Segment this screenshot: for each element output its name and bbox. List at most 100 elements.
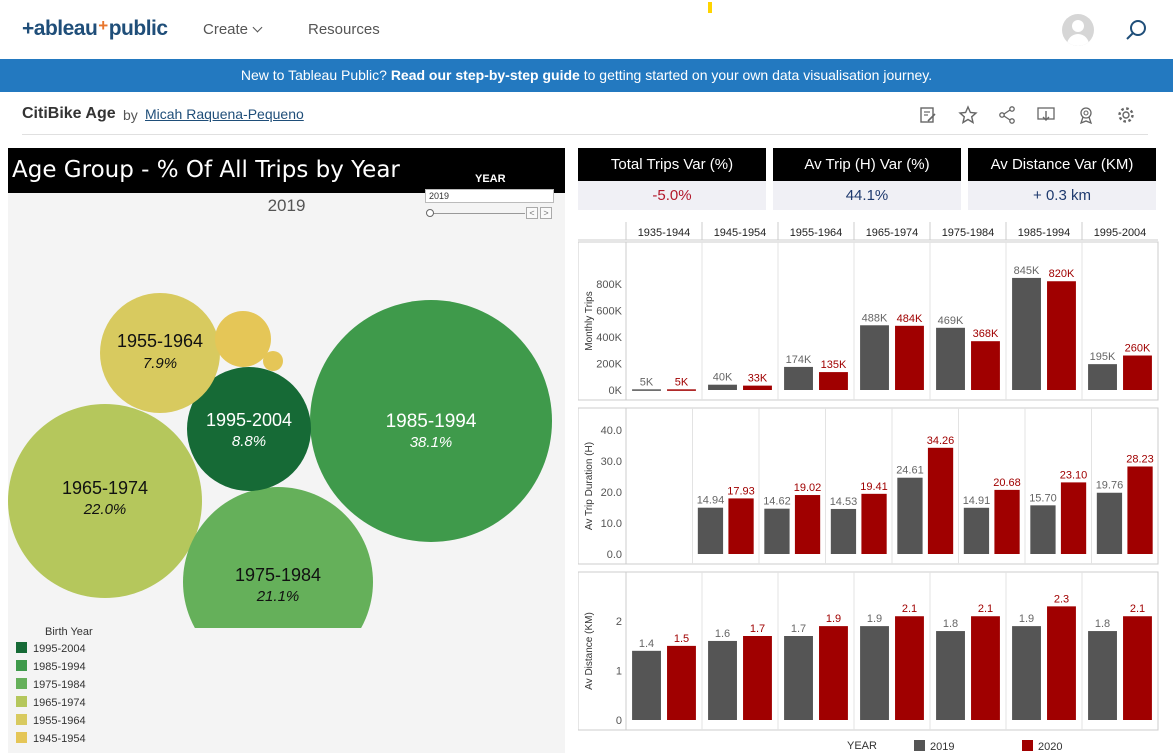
bar-2020	[861, 493, 887, 554]
category-header-label: 1935-1944	[638, 227, 691, 239]
year-legend-item-2020[interactable]: 2020	[1022, 740, 1062, 753]
bubble-1995-2004[interactable]: 1995-2004 8.8%	[187, 367, 311, 491]
bubble-1985-1994[interactable]: 1985-1994 38.1%	[310, 300, 552, 542]
category-header-label: 1955-1964	[790, 227, 843, 239]
bubble-chart-title: Age Group - % Of All Trips by Year	[12, 157, 400, 183]
bubble-1975-1984[interactable]: 1975-1984 21.1%	[183, 487, 373, 628]
settings-gear-icon[interactable]	[1116, 105, 1136, 125]
bar-2019-label: 1.6	[715, 628, 730, 640]
bar-2019-label: 174K	[786, 354, 812, 366]
birth-year-legend-title: Birth Year	[45, 626, 93, 638]
bar-2020-label: 20.68	[993, 477, 1021, 489]
selected-year-heading: 2019	[267, 196, 306, 215]
bar-2020-label: 2.1	[902, 603, 917, 615]
bar-2020-label: 2.3	[1054, 593, 1069, 605]
y-axis-label: Av Distance (KM)	[584, 612, 595, 690]
user-avatar[interactable]	[1062, 14, 1094, 46]
bar-2019	[784, 636, 813, 720]
bar-2019	[708, 640, 737, 720]
kpi-label: Av Trip (H) Var (%)	[773, 148, 961, 181]
bar-2019-label: 1.7	[791, 623, 806, 635]
badge-icon[interactable]	[1076, 105, 1096, 125]
bar-2019-label: 1.9	[1019, 613, 1034, 625]
bar-2020	[1047, 281, 1076, 390]
year-prev-button[interactable]: <	[526, 207, 538, 219]
bubble-1955-1964[interactable]: 1955-1964 7.9%	[100, 293, 220, 413]
bar-2019-label: 14.53	[830, 496, 858, 508]
bar-2019	[936, 631, 965, 720]
nav-create-menu[interactable]: Create	[203, 21, 263, 38]
kpi-label: Total Trips Var (%)	[578, 148, 766, 181]
top-nav: +ableau+public Create Resources	[0, 0, 1173, 59]
bar-2019	[860, 325, 889, 390]
bar-panel: 0.0 10.0 20.0 30.0 40.0 Av Trip Duration (H) 1…	[578, 407, 1159, 565]
bar-2019	[897, 477, 923, 554]
bar-2020-label: 33K	[748, 373, 768, 385]
bar-2020-label: 19.02	[794, 482, 822, 494]
bar-2019-label: 14.91	[963, 495, 991, 507]
legend-label: 1975-1984	[33, 679, 86, 691]
year-slider-handle[interactable]	[426, 209, 434, 217]
bar-2020	[794, 495, 821, 554]
edit-icon[interactable]	[918, 105, 938, 125]
bar-2020-label: 17.93	[727, 485, 755, 497]
kpi-value: + 0.3 km	[968, 181, 1156, 210]
y-tick-label: 800K	[596, 279, 622, 291]
bar-2020	[895, 325, 924, 390]
legend-item[interactable]: 1955-1964	[16, 714, 86, 728]
year-filter-label: YEAR	[475, 173, 506, 185]
year-filter-dropdown[interactable]: 2019	[425, 189, 554, 203]
viz-by-label: by	[123, 107, 138, 123]
year-legend-item-2019[interactable]: 2019	[914, 740, 954, 753]
category-header-label: 1945-1954	[714, 227, 767, 239]
legend-item[interactable]: 1995-2004	[16, 642, 86, 656]
nav-create-label: Create	[203, 21, 249, 38]
bubble-share-label: 21.1%	[256, 588, 300, 605]
bar-2019	[860, 626, 889, 720]
kpi-av-distance-var: Av Distance Var (KM) + 0.3 km	[968, 148, 1156, 210]
kpi-av-trip-var: Av Trip (H) Var (%) 44.1%	[773, 148, 961, 210]
bubble-small-1[interactable]	[215, 311, 271, 367]
viz-author-link[interactable]: Micah Raquena-Pequeno	[145, 106, 304, 122]
bar-2020	[743, 385, 772, 390]
share-icon[interactable]	[997, 105, 1017, 125]
favorite-star-icon[interactable]	[958, 105, 978, 125]
bar-2020	[1127, 466, 1153, 554]
bar-2020	[927, 447, 954, 554]
getting-started-banner: New to Tableau Public? Read our step-by-…	[0, 59, 1173, 92]
category-header-label: 1995-2004	[1094, 227, 1147, 239]
bar-2020-label: 19.41	[860, 481, 888, 493]
y-tick-label: 200K	[596, 358, 622, 370]
bar-2020	[1123, 616, 1152, 720]
bubble-title-bar: Age Group - % Of All Trips by Year YEAR	[8, 148, 565, 193]
search-icon[interactable]	[1124, 18, 1148, 42]
year-next-button[interactable]: >	[540, 207, 552, 219]
legend-item[interactable]: 1985-1994	[16, 660, 86, 674]
bubble-small-2[interactable]	[263, 351, 283, 371]
logo-text-left: +ableau	[22, 17, 98, 40]
y-tick-label: 20.0	[601, 487, 622, 499]
legend-item[interactable]: 1975-1984	[16, 678, 86, 692]
banner-guide-link[interactable]: Read our step-by-step guide	[390, 67, 580, 83]
tableau-public-logo[interactable]: +ableau+public	[22, 16, 168, 41]
bar-2019	[830, 508, 857, 554]
bubble-group-label: 1985-1994	[386, 411, 477, 432]
bar-2020-label: 820K	[1049, 268, 1075, 280]
nav-resources-link[interactable]: Resources	[308, 21, 380, 38]
bar-2019	[1030, 505, 1056, 554]
avatar-head-shape	[1072, 20, 1084, 32]
legend-label: 1965-1974	[33, 697, 86, 709]
bar-2019-label: 19.76	[1096, 480, 1124, 492]
legend-item[interactable]: 1945-1954	[16, 732, 86, 746]
bubble-share-label: 8.8%	[232, 433, 266, 450]
download-icon[interactable]	[1036, 105, 1056, 125]
legend-item[interactable]: 1965-1974	[16, 696, 86, 710]
bubble-group-label: 1965-1974	[62, 478, 148, 498]
legend-swatch-2020	[1022, 740, 1033, 751]
bar-2019	[1012, 277, 1041, 390]
bubble-1965-1974[interactable]: 1965-1974 22.0%	[8, 404, 202, 598]
bar-2020	[994, 489, 1020, 554]
year-slider-track[interactable]	[430, 213, 525, 214]
